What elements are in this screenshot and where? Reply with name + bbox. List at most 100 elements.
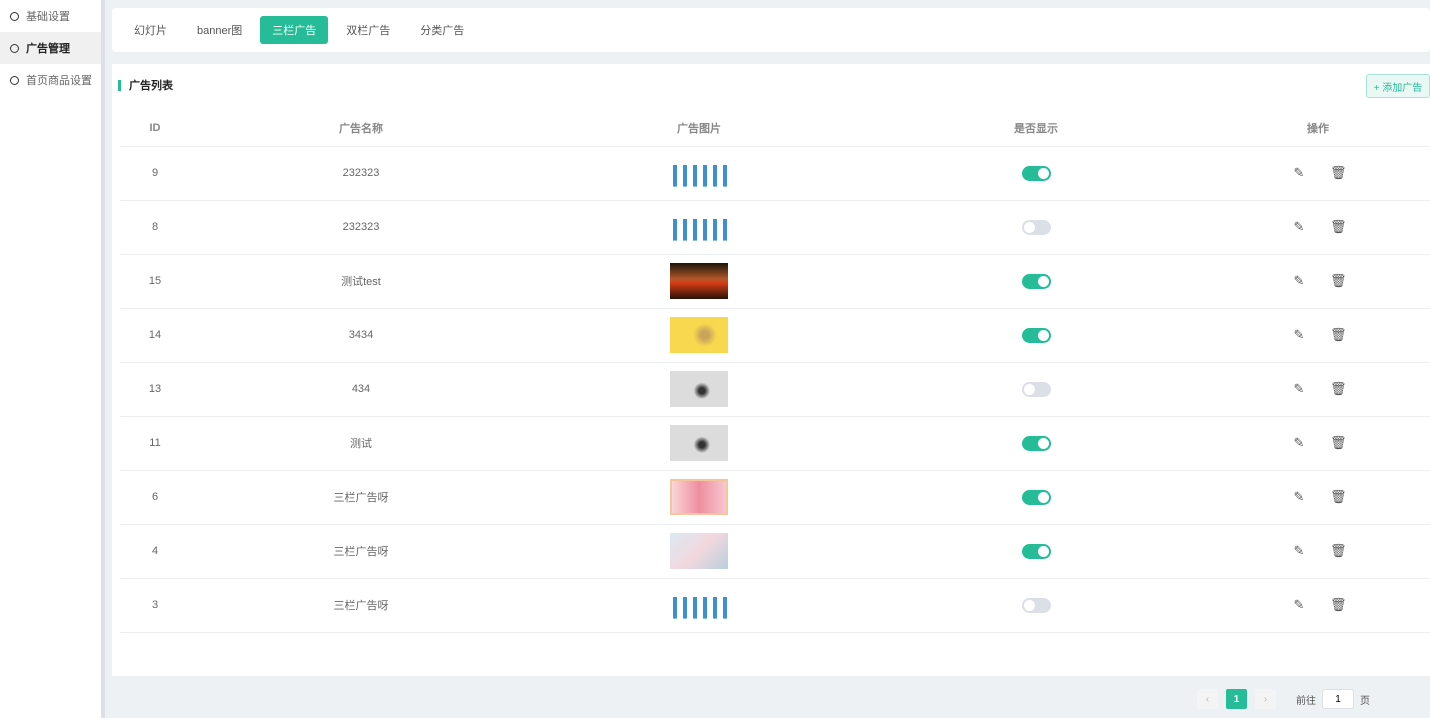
sidebar-item-home-goods-settings[interactable]: 首页商品设置 — [0, 64, 101, 96]
cell-actions: ✎ 🗑 — [1206, 362, 1430, 417]
visibility-toggle[interactable] — [1021, 597, 1051, 613]
edit-pencil-icon[interactable]: ✎ — [1293, 597, 1305, 612]
circle-icon — [10, 75, 19, 85]
cell-name: 测试test — [190, 254, 532, 309]
tab-banner[interactable]: banner图 — [197, 25, 243, 37]
tab-slideshow[interactable]: 幻灯片 — [134, 25, 167, 37]
delete-trash-icon[interactable]: 🗑 — [1330, 489, 1347, 504]
visibility-toggle[interactable] — [1021, 165, 1051, 181]
delete-trash-icon[interactable]: 🗑 — [1330, 381, 1347, 396]
page-1-button[interactable]: 1 — [1226, 689, 1247, 709]
cell-image — [532, 470, 866, 525]
table-row: 11 测试 ✎ 🗑 — [120, 416, 1430, 471]
cell-visible — [866, 470, 1206, 525]
table-row: 9 232323 ✎ 🗑 — [120, 146, 1430, 201]
edit-pencil-icon[interactable]: ✎ — [1293, 219, 1305, 234]
ad-image-thumbnail[interactable] — [670, 533, 728, 569]
cell-actions: ✎ 🗑 — [1206, 308, 1430, 363]
header-id: ID — [120, 110, 190, 147]
cell-id: 15 — [120, 254, 190, 309]
cell-visible — [866, 200, 1206, 255]
ad-image-thumbnail[interactable] — [670, 425, 728, 461]
pagination: ‹ 1 › 前往 页 — [1197, 689, 1370, 709]
section-title-text: 广告列表 — [129, 80, 173, 92]
cell-image — [532, 308, 866, 363]
edit-pencil-icon[interactable]: ✎ — [1293, 273, 1305, 288]
visibility-toggle[interactable] — [1021, 327, 1051, 343]
cell-visible — [866, 146, 1206, 201]
delete-trash-icon[interactable]: 🗑 — [1330, 273, 1347, 288]
cell-visible — [866, 308, 1206, 363]
sidebar-item-ad-management[interactable]: 广告管理 — [0, 32, 101, 64]
ad-image-thumbnail[interactable] — [670, 371, 728, 407]
next-page-button[interactable]: › — [1255, 689, 1276, 709]
cell-actions: ✎ 🗑 — [1206, 146, 1430, 201]
cell-name: 232323 — [190, 146, 532, 201]
table-row: 8 232323 ✎ 🗑 — [120, 200, 1430, 255]
cell-image — [532, 578, 866, 633]
add-ad-button[interactable]: + 添加广告 — [1366, 74, 1430, 98]
delete-trash-icon[interactable]: 🗑 — [1330, 435, 1347, 450]
tab-bar: 幻灯片 banner图 三栏广告 双栏广告 分类广告 — [112, 8, 1430, 52]
page-suffix: 页 — [1360, 695, 1370, 707]
header-actions: 操作 — [1206, 110, 1430, 147]
ad-image-thumbnail[interactable] — [670, 263, 728, 299]
cell-actions: ✎ 🗑 — [1206, 470, 1430, 525]
ad-image-thumbnail[interactable] — [670, 587, 728, 623]
edit-pencil-icon[interactable]: ✎ — [1293, 165, 1305, 180]
edit-pencil-icon[interactable]: ✎ — [1293, 381, 1305, 396]
cell-actions: ✎ 🗑 — [1206, 578, 1430, 633]
ad-image-thumbnail[interactable] — [670, 479, 728, 515]
cell-id: 14 — [120, 308, 190, 363]
goto-label: 前往 — [1296, 695, 1316, 707]
edit-pencil-icon[interactable]: ✎ — [1293, 489, 1305, 504]
cell-name: 434 — [190, 362, 532, 417]
tab-two-column-ad[interactable]: 双栏广告 — [346, 25, 391, 37]
table-row: 6 三栏广告呀 ✎ 🗑 — [120, 470, 1430, 525]
delete-trash-icon[interactable]: 🗑 — [1330, 219, 1347, 234]
delete-trash-icon[interactable]: 🗑 — [1330, 597, 1347, 612]
delete-trash-icon[interactable]: 🗑 — [1330, 327, 1347, 342]
cell-id: 8 — [120, 200, 190, 255]
table-row: 13 434 ✎ 🗑 — [120, 362, 1430, 417]
cell-visible — [866, 524, 1206, 579]
visibility-toggle[interactable] — [1021, 435, 1051, 451]
visibility-toggle[interactable] — [1021, 381, 1051, 397]
header-image: 广告图片 — [532, 110, 866, 147]
section-title: 广告列表 — [118, 77, 173, 93]
tab-category-ad[interactable]: 分类广告 — [420, 25, 465, 37]
delete-trash-icon[interactable]: 🗑 — [1330, 165, 1347, 180]
cell-image — [532, 254, 866, 309]
cell-visible — [866, 362, 1206, 417]
cell-name: 测试 — [190, 416, 532, 471]
cell-id: 11 — [120, 416, 190, 471]
sidebar-item-basic-settings[interactable]: 基础设置 — [0, 0, 101, 32]
sidebar: 基础设置 广告管理 首页商品设置 — [0, 0, 105, 718]
cell-image — [532, 524, 866, 579]
prev-page-button[interactable]: ‹ — [1197, 689, 1218, 709]
header-visible: 是否显示 — [866, 110, 1206, 147]
edit-pencil-icon[interactable]: ✎ — [1293, 327, 1305, 342]
ad-image-thumbnail[interactable] — [670, 209, 728, 245]
visibility-toggle[interactable] — [1021, 273, 1051, 289]
cell-actions: ✎ 🗑 — [1206, 254, 1430, 309]
ad-image-thumbnail[interactable] — [670, 317, 728, 353]
table-row: 3 三栏广告呀 ✎ 🗑 — [120, 578, 1430, 633]
visibility-toggle[interactable] — [1021, 543, 1051, 559]
cell-id: 6 — [120, 470, 190, 525]
goto-page-input[interactable] — [1322, 689, 1354, 709]
visibility-toggle[interactable] — [1021, 489, 1051, 505]
tab-three-column-ad[interactable]: 三栏广告 — [260, 16, 329, 44]
cell-id: 9 — [120, 146, 190, 201]
ad-image-thumbnail[interactable] — [670, 155, 728, 191]
delete-trash-icon[interactable]: 🗑 — [1330, 543, 1347, 558]
visibility-toggle[interactable] — [1021, 219, 1051, 235]
circle-icon — [10, 11, 19, 21]
cell-image — [532, 362, 866, 417]
cell-name: 三栏广告呀 — [190, 578, 532, 633]
cell-id: 3 — [120, 578, 190, 633]
edit-pencil-icon[interactable]: ✎ — [1293, 543, 1305, 558]
cell-actions: ✎ 🗑 — [1206, 416, 1430, 471]
edit-pencil-icon[interactable]: ✎ — [1293, 435, 1305, 450]
cell-actions: ✎ 🗑 — [1206, 524, 1430, 579]
